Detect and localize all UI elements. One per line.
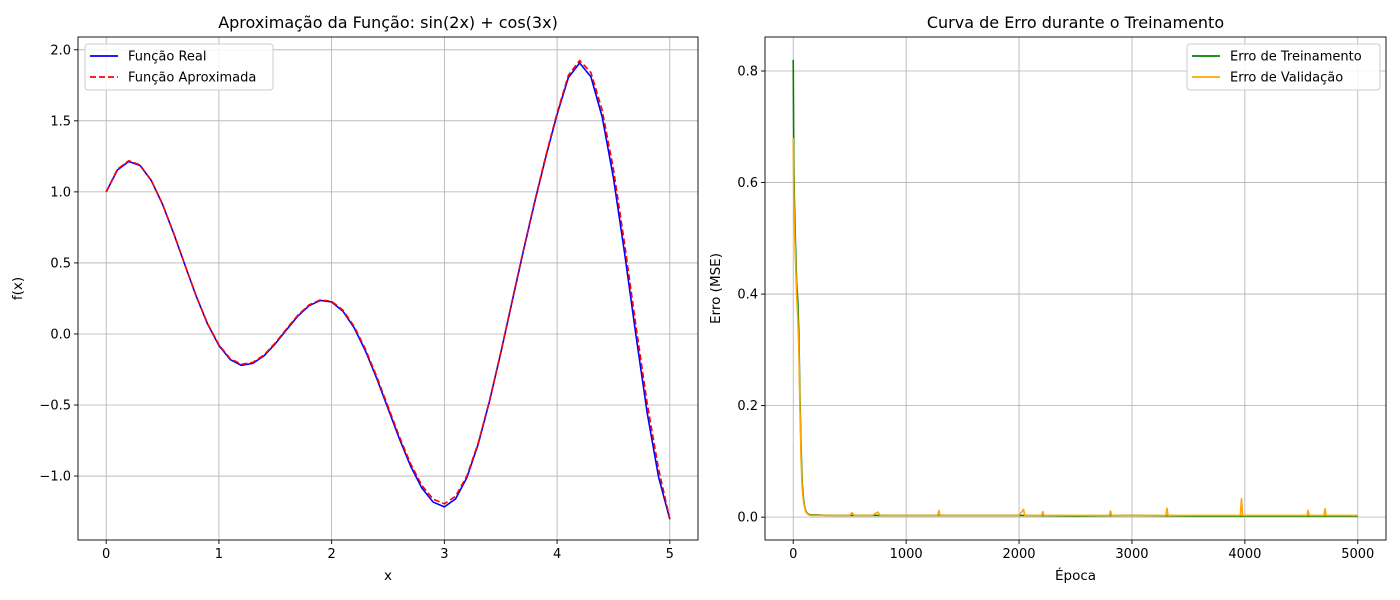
y-tick-label: 0.2	[737, 399, 758, 414]
plot-frame	[764, 36, 1387, 541]
chart-title: Aproximação da Função: sin(2x) + cos(3x)	[218, 13, 558, 32]
y-tick-label: 1.5	[50, 114, 71, 129]
y-tick-label: 0.0	[737, 511, 758, 526]
y-tick-label: 0.6	[737, 176, 758, 191]
x-tick-label: 1000	[890, 547, 923, 562]
chart-title: Curva de Erro durante o Treinamento	[927, 13, 1224, 32]
y-tick-label: 0.5	[50, 256, 71, 271]
plot-frame	[77, 36, 699, 541]
chart-panel-error-curve: 0 1000 2000 3000 4000 5000 0.0 0.2 0.4 0.6 0.8 Curv…	[708, 13, 1387, 584]
legend-box	[1186, 43, 1381, 91]
chart-panel-function-approximation: 0 1 2 3 4 5 −1.0 −0.5 0.0 0.5 1.0 1.5 2.0 Aproximação…	[10, 13, 699, 584]
legend-label: Erro de Validação	[1230, 71, 1343, 86]
x-tick-label: 4	[553, 547, 561, 562]
y-tick-label: −0.5	[39, 399, 71, 414]
x-tick-label: 3000	[1115, 547, 1148, 562]
legend-label: Função Real	[128, 50, 206, 65]
y-tick-label: 2.0	[50, 43, 71, 58]
x-tick-label: 0	[789, 547, 797, 562]
series-line-1	[792, 59, 1358, 517]
x-tick-label: 2	[327, 547, 335, 562]
y-tick-label: −1.0	[39, 470, 71, 485]
x-tick-label: 4000	[1228, 547, 1261, 562]
x-tick-label: 1	[215, 547, 223, 562]
legend-label: Erro de Treinamento	[1230, 50, 1362, 65]
y-tick-label: 0.4	[737, 288, 758, 303]
x-axis-label: Época	[1055, 567, 1096, 584]
y-axis-label: f(x)	[10, 277, 26, 300]
x-tick-label: 2000	[1002, 547, 1035, 562]
series-line-2	[105, 59, 671, 519]
y-tick-label: 1.0	[50, 185, 71, 200]
y-axis-label: Erro (MSE)	[708, 253, 724, 324]
x-axis-label: x	[384, 568, 392, 584]
legend-box	[84, 43, 274, 91]
legend: Erro de Treinamento Erro de Validação	[1186, 43, 1381, 91]
series-line-2	[792, 137, 1358, 517]
x-tick-label: 5	[666, 547, 674, 562]
legend: Função Real Função Aproximada	[84, 43, 274, 91]
y-tick-label: 0.0	[50, 327, 71, 342]
x-tick-label: 5000	[1341, 547, 1374, 562]
y-tick-label: 0.8	[737, 65, 758, 80]
series-line-1	[105, 62, 671, 520]
legend-label: Função Aproximada	[128, 71, 256, 86]
x-tick-label: 3	[440, 547, 448, 562]
x-tick-label: 0	[102, 547, 110, 562]
